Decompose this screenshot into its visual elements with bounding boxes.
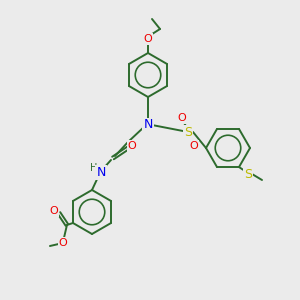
Text: S: S	[184, 125, 192, 139]
Text: H: H	[90, 163, 98, 173]
Text: O: O	[178, 113, 186, 123]
Text: O: O	[144, 34, 152, 44]
Text: O: O	[58, 238, 67, 248]
Text: O: O	[128, 141, 136, 151]
Text: N: N	[143, 118, 153, 131]
Text: S: S	[244, 167, 252, 181]
Text: O: O	[190, 141, 198, 151]
Text: N: N	[96, 166, 106, 178]
Text: O: O	[50, 206, 58, 216]
